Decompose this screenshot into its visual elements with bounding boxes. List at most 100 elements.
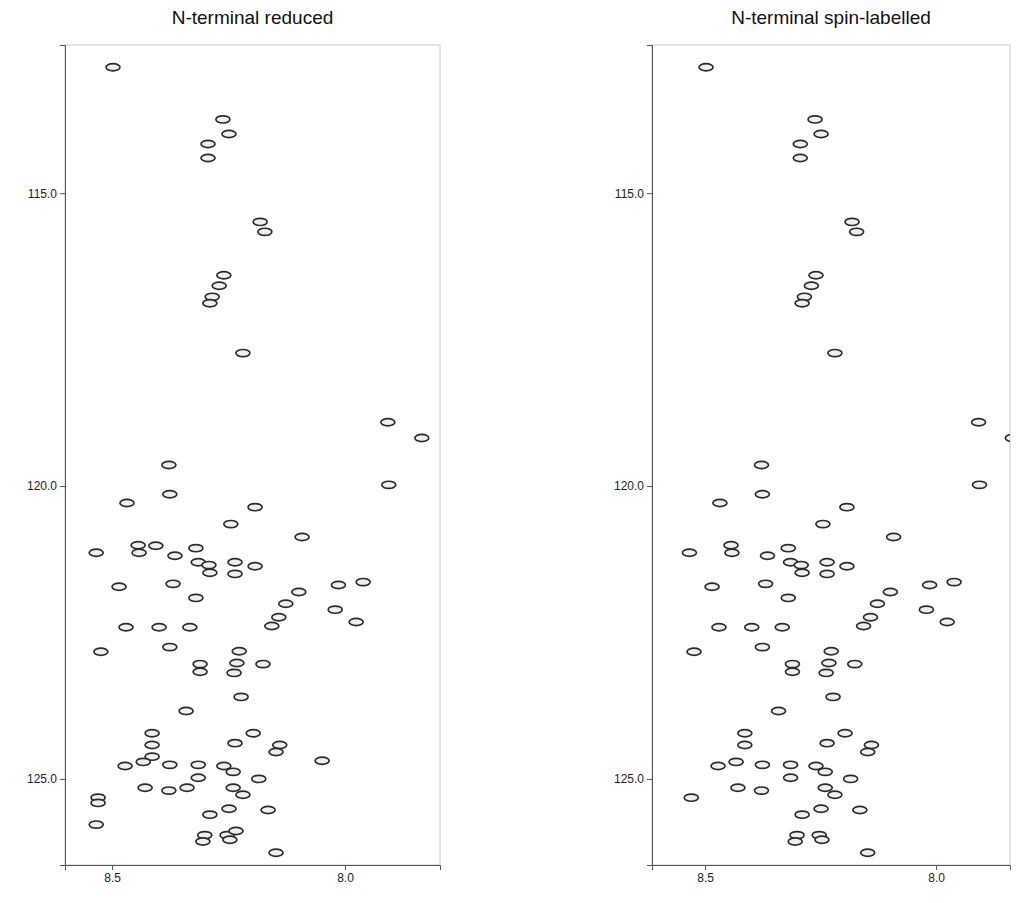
peak: [94, 648, 108, 655]
peak: [822, 659, 836, 666]
peak: [230, 659, 244, 666]
y-tick-mark: [647, 486, 652, 487]
peak: [295, 533, 309, 540]
peak: [149, 542, 163, 549]
peak: [180, 784, 194, 791]
peak: [258, 228, 272, 235]
peak: [864, 741, 878, 748]
peak: [189, 594, 203, 601]
peak: [382, 481, 396, 488]
peak: [203, 811, 217, 818]
peak: [861, 748, 875, 755]
peak: [349, 618, 363, 625]
peak: [89, 549, 103, 556]
x-axis-line: [66, 866, 441, 871]
peak: [168, 552, 182, 559]
peak: [795, 569, 809, 576]
peak: [814, 130, 828, 137]
peak: [705, 583, 719, 590]
peak: [754, 787, 768, 794]
peak: [772, 707, 786, 714]
peak: [256, 661, 270, 668]
peak: [201, 154, 215, 161]
peak: [850, 228, 864, 235]
y-tick-label: 115.0: [28, 187, 57, 201]
peak: [273, 741, 287, 748]
peak: [795, 300, 809, 307]
peak: [179, 707, 193, 714]
peak: [265, 622, 279, 629]
peak: [269, 849, 283, 856]
x-tick-label: 8.5: [697, 871, 714, 885]
peak: [145, 741, 159, 748]
y-tick-label: 115.0: [615, 187, 644, 201]
y-tick: 125.0: [614, 772, 652, 786]
peak: [236, 349, 250, 356]
peak: [838, 730, 852, 737]
peak: [793, 154, 807, 161]
x-tick-mark: [345, 865, 346, 870]
peak: [202, 562, 216, 569]
peak: [814, 805, 828, 812]
peak: [272, 614, 286, 621]
peak: [269, 748, 283, 755]
x-tick: 8.0: [928, 865, 945, 885]
peaks: [682, 64, 1010, 857]
peak: [793, 140, 807, 147]
x-tick-label: 8.5: [104, 871, 121, 885]
peak: [972, 419, 986, 426]
x-axis: 8.5 8.0: [653, 865, 1011, 885]
peak: [853, 806, 867, 813]
peak: [212, 282, 226, 289]
peak: [820, 570, 834, 577]
peak: [820, 559, 834, 566]
peak: [191, 761, 205, 768]
peak: [222, 805, 236, 812]
peak: [857, 622, 871, 629]
peak: [759, 580, 773, 587]
x-tick: 8.0: [337, 865, 354, 885]
peak: [784, 761, 798, 768]
plot-frame: [65, 45, 440, 865]
peak: [848, 661, 862, 668]
peak: [234, 693, 248, 700]
peak: [163, 644, 177, 651]
peak: [152, 624, 166, 631]
y-axis: 115.0120.0125.0: [27, 46, 66, 866]
peak: [887, 533, 901, 540]
peak: [724, 542, 738, 549]
peak: [754, 461, 768, 468]
peak: [261, 806, 275, 813]
peak: [216, 116, 230, 123]
peak: [940, 618, 954, 625]
peak: [191, 774, 205, 781]
peak: [222, 130, 236, 137]
peak: [232, 648, 246, 655]
peak: [745, 624, 759, 631]
peak: [711, 762, 725, 769]
peak: [682, 549, 696, 556]
peak: [356, 579, 370, 586]
y-tick-mark: [60, 193, 65, 194]
peak: [883, 588, 897, 595]
peak: [183, 624, 197, 631]
peak: [228, 559, 242, 566]
peak: [699, 64, 713, 71]
peak: [118, 762, 132, 769]
x-tick-mark: [705, 865, 706, 870]
peak: [217, 272, 231, 279]
x-tick: 8.5: [697, 865, 714, 885]
y-tick-mark: [60, 486, 65, 487]
peak: [844, 775, 858, 782]
x-tick-label: 8.0: [337, 871, 354, 885]
peak: [712, 624, 726, 631]
peak: [163, 491, 177, 498]
peak: [228, 570, 242, 577]
peak: [331, 581, 345, 588]
peak: [162, 461, 176, 468]
y-tick-label: 120.0: [27, 479, 57, 493]
peak: [738, 741, 752, 748]
peak: [223, 836, 237, 843]
x-axis: 8.5 8.0: [66, 865, 441, 885]
peak: [248, 504, 262, 511]
